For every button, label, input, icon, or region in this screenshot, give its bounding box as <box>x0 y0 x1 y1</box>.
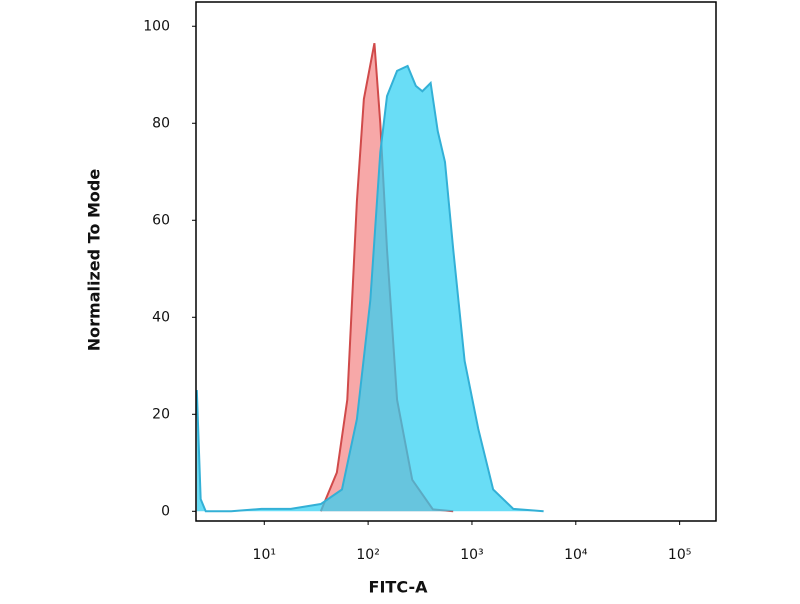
plot-frame <box>195 1 717 522</box>
x-tick-label: 10² <box>356 547 379 563</box>
y-tick-label: 80 <box>152 115 170 131</box>
y-tick-label: 60 <box>152 212 170 228</box>
x-tick-label: 10⁵ <box>668 547 691 563</box>
y-tick-label: 0 <box>161 503 170 519</box>
x-tick-label: 10⁴ <box>564 547 588 563</box>
y-tick-label: 40 <box>152 309 170 325</box>
area-line <box>195 64 544 513</box>
y-tick-label: 20 <box>152 406 170 422</box>
x-axis-label: FITC-A <box>369 578 429 597</box>
x-tick-label: 10¹ <box>253 547 276 563</box>
x-tick-label: 10³ <box>460 547 483 563</box>
y-axis-label: Normalized To Mode <box>85 169 104 352</box>
y-tick-label: 100 <box>143 18 170 34</box>
area-fill <box>196 66 544 512</box>
